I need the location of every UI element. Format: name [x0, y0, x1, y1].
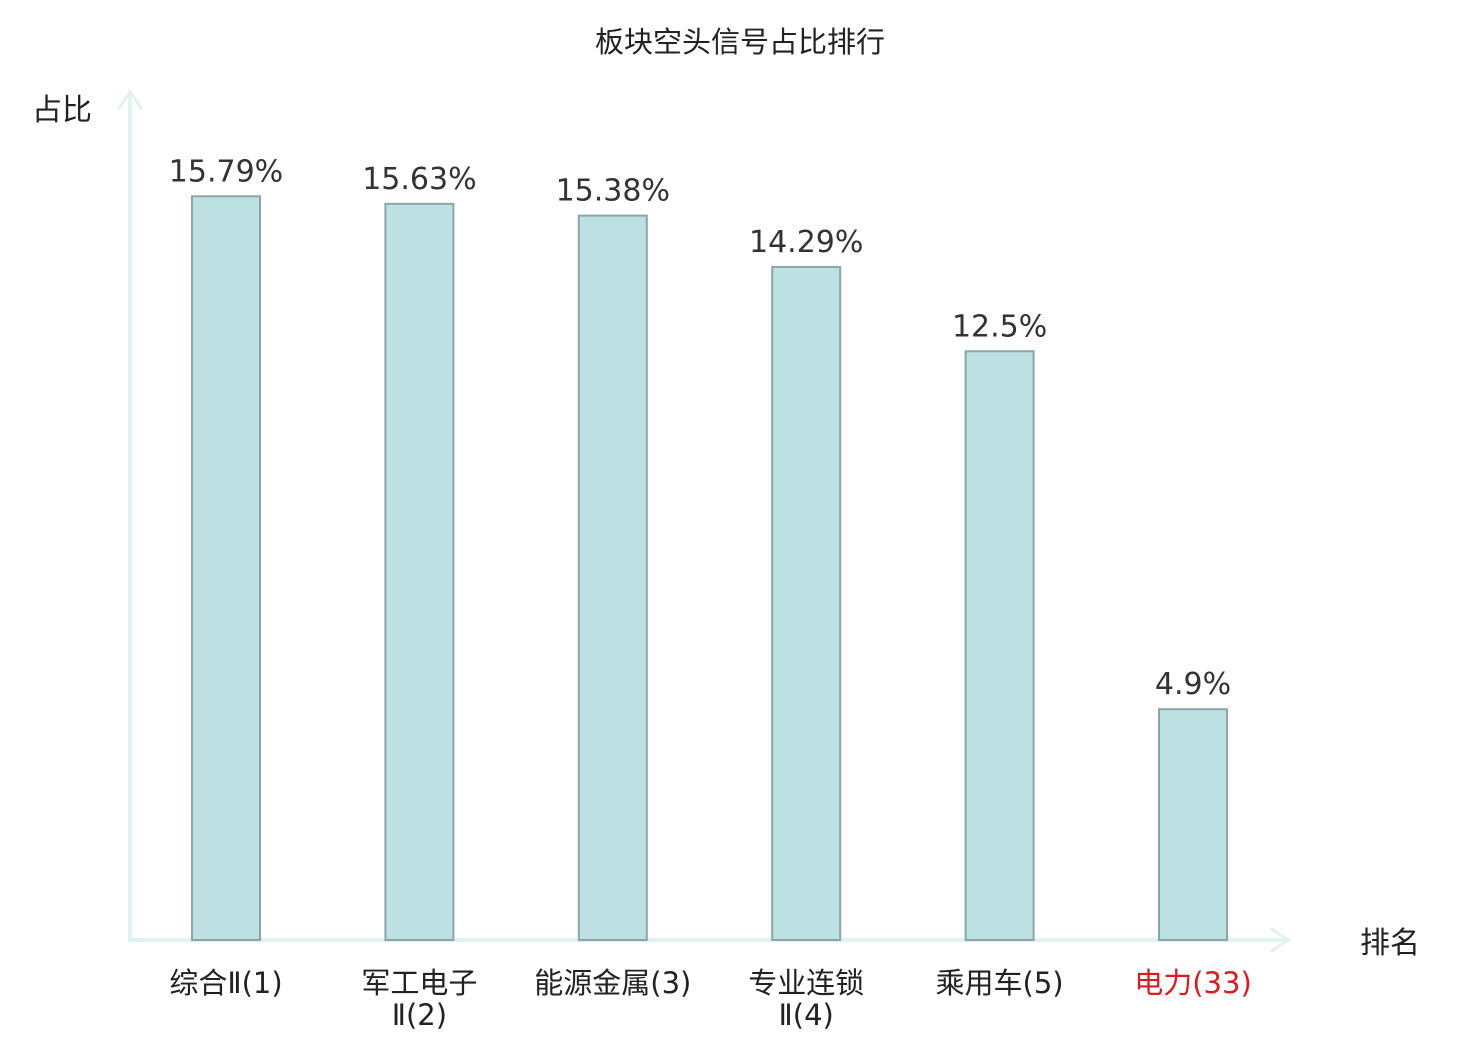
category-label-5: 乘用车(5) [936, 966, 1064, 1000]
y-axis-arrow [117, 90, 143, 110]
category-label-4-line-2: Ⅱ(4) [779, 998, 834, 1032]
category-label-2-line-1: 军工电子 [361, 966, 477, 1000]
bar-4 [771, 265, 842, 942]
category-label-1: 综合Ⅱ(1) [169, 966, 282, 1000]
category-label-4-line-1: 专业连锁 [748, 966, 864, 1000]
value-label-1: 15.79% [169, 154, 283, 189]
value-label-3: 15.38% [556, 174, 670, 209]
y-axis-label: 占比 [32, 93, 92, 128]
value-label-6: 4.9% [1155, 667, 1231, 702]
value-labels-group: 15.79% 15.63% 15.38% 14.29% 12.5% 4.9% [169, 154, 1231, 702]
x-axis-label: 排名 [1360, 926, 1420, 961]
bars-group [191, 195, 1228, 942]
x-axis-arrow [1270, 927, 1290, 953]
value-label-2: 15.63% [362, 162, 476, 197]
category-label-3: 能源金属(3) [534, 966, 691, 1000]
bar-2 [384, 202, 455, 941]
category-label-6: 电力(33) [1134, 966, 1252, 1000]
bar-3 [577, 214, 648, 942]
bar-5 [964, 350, 1035, 941]
category-label-2-line-2: Ⅱ(2) [392, 998, 447, 1032]
axes [117, 90, 1290, 953]
chart-title: 板块空头信号占比排行 [595, 25, 885, 59]
value-label-5: 12.5% [952, 309, 1047, 344]
bar-1 [191, 195, 261, 941]
bar-6 [1158, 708, 1228, 942]
value-label-4: 14.29% [749, 225, 863, 260]
